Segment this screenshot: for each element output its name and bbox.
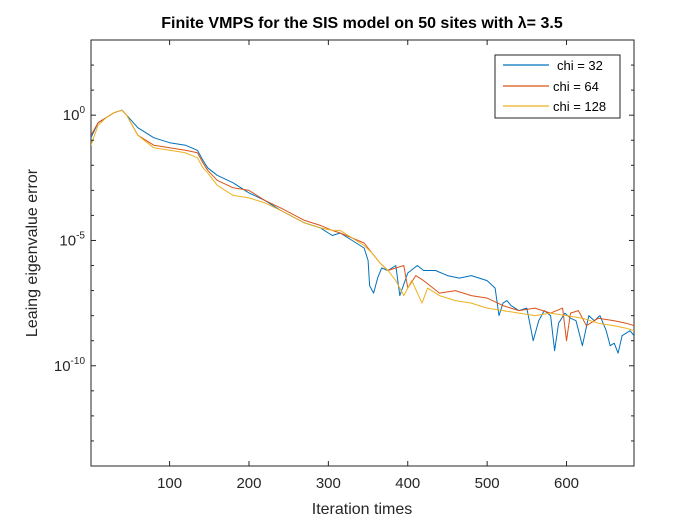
x-tick-label: 600: [554, 475, 579, 492]
legend-label-chi-64: chi = 64: [553, 79, 599, 94]
x-tick-label: 300: [316, 475, 341, 492]
y-tick-label: 100: [63, 105, 86, 124]
legend-label-chi-32: chi = 32: [557, 58, 603, 73]
series-line-chi-64: [91, 109, 634, 342]
legend-label-chi-128: chi = 128: [553, 99, 606, 114]
y-tick-label: 10-10: [54, 356, 86, 375]
x-tick-label: 400: [395, 475, 420, 492]
series-line-chi-32: [91, 109, 634, 354]
chart-title: Finite VMPS for the SIS model on 50 site…: [161, 15, 563, 32]
x-tick-label: 500: [475, 475, 500, 492]
legend: chi = 32 chi = 64 chi = 128: [494, 54, 621, 119]
tick-layer: 100 200 300 400 500 600 100 10-5 10-10: [54, 39, 634, 492]
x-tick-label: 200: [236, 475, 261, 492]
y-tick-label: 10-5: [59, 230, 85, 249]
x-axis-label: Iteration times: [312, 501, 412, 518]
x-tick-label: 100: [157, 475, 182, 492]
series-line-chi-128: [91, 109, 634, 332]
series-layer: [91, 109, 634, 354]
y-axis-label: Leaing eigenvalue error: [24, 168, 41, 337]
